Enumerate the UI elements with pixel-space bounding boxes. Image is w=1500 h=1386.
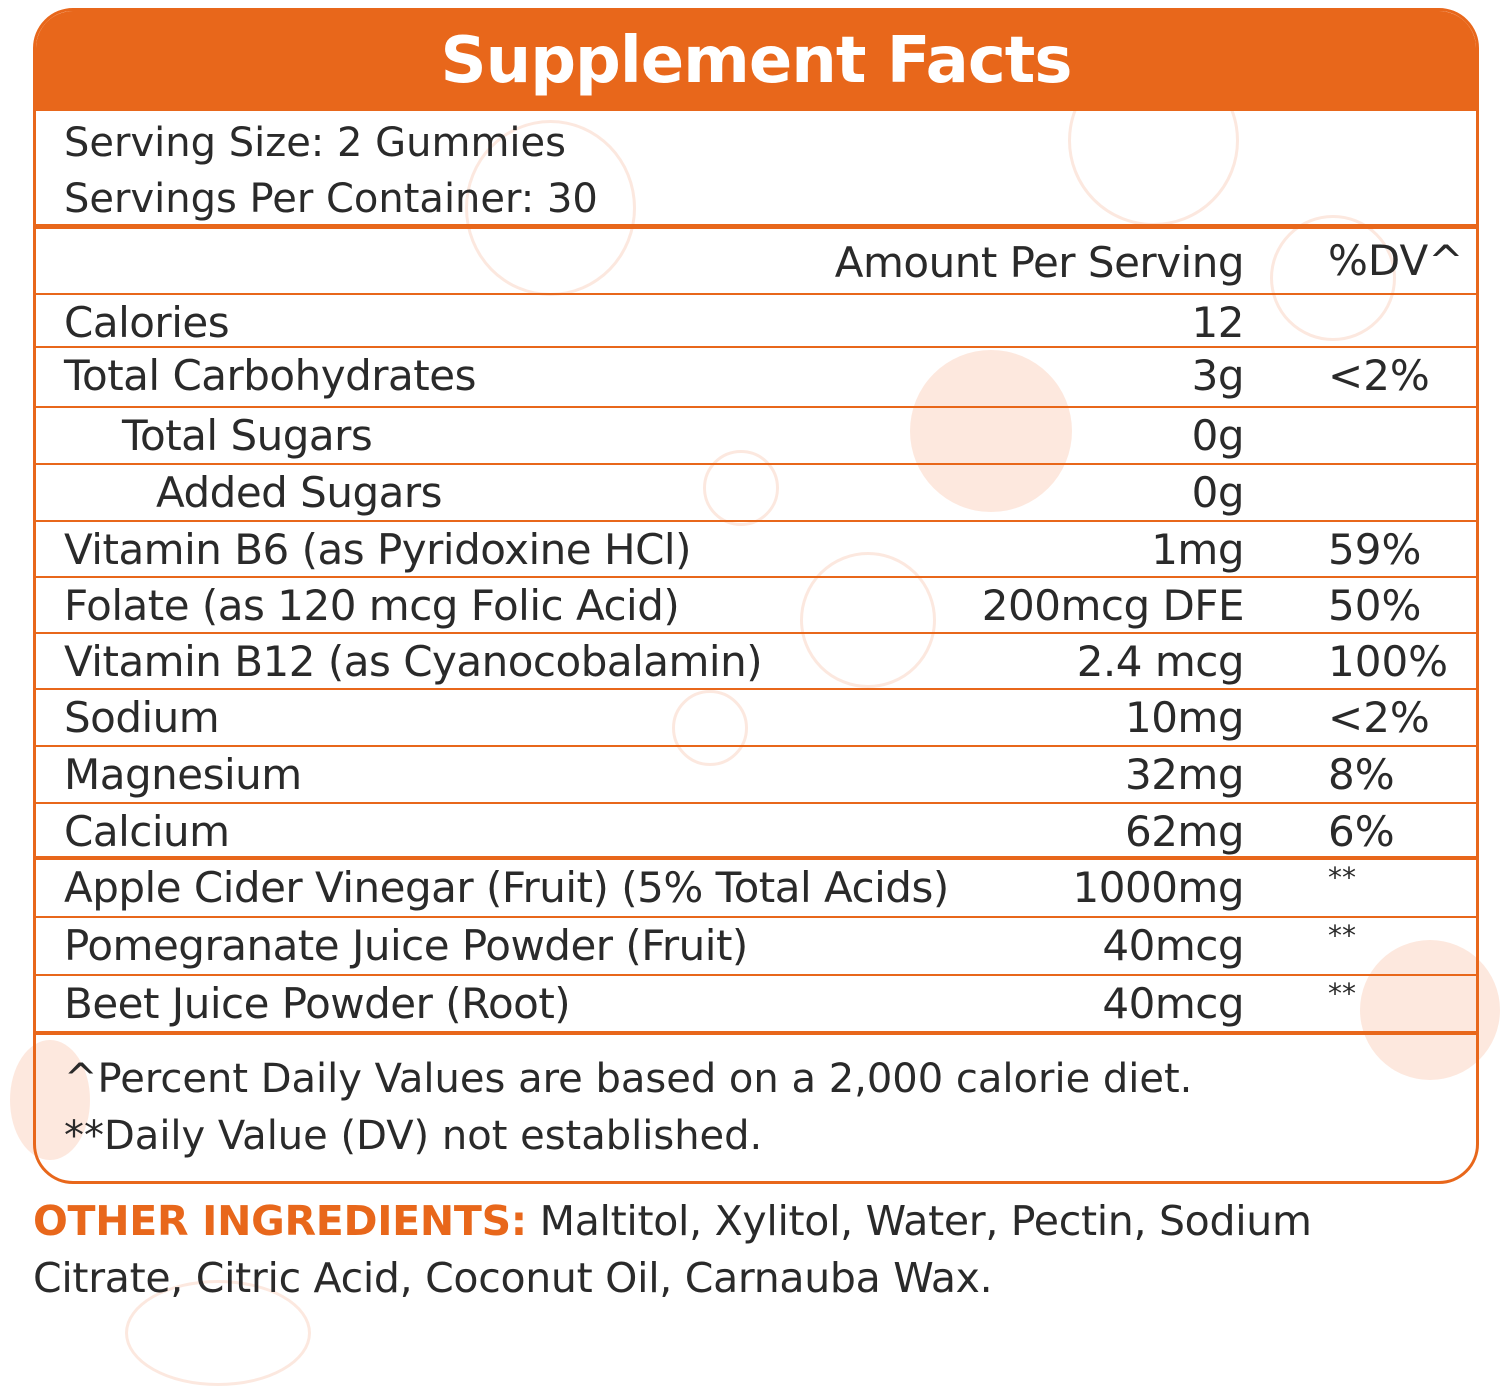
nutrient-name: Magnesium bbox=[64, 750, 302, 799]
nutrient-amount: 1000mg bbox=[1072, 863, 1245, 912]
decor-bubble bbox=[703, 450, 779, 526]
nutrient-dv: 50% bbox=[1328, 581, 1422, 630]
other-ingredients-text: Maltitol, Xylitol, Water, Pectin, Sodium… bbox=[33, 1197, 1312, 1302]
nutrient-dv: <2% bbox=[1328, 351, 1430, 400]
nutrient-row: Sodium 10mg <2% bbox=[36, 690, 1476, 747]
nutrient-amount: 0g bbox=[1191, 411, 1245, 460]
column-header-row: Amount Per Serving %DV^ bbox=[36, 229, 1476, 295]
nutrient-row: Magnesium 32mg 8% bbox=[36, 747, 1476, 804]
nutrient-name: Added Sugars bbox=[156, 468, 443, 517]
nutrient-name: Sodium bbox=[64, 693, 220, 742]
nutrient-amount: 0g bbox=[1191, 468, 1245, 517]
nutrient-row: Added Sugars 0g bbox=[36, 465, 1476, 522]
nutrient-row: Calcium 62mg 6% bbox=[36, 804, 1476, 860]
nutrient-name: Total Carbohydrates bbox=[64, 351, 476, 400]
decor-bubble bbox=[1270, 215, 1396, 341]
nutrient-amount: 200mcg DFE bbox=[981, 581, 1245, 630]
nutrient-row: Apple Cider Vinegar (Fruit) (5% Total Ac… bbox=[36, 860, 1476, 918]
nutrient-amount: 1mg bbox=[1151, 525, 1244, 574]
nutrient-name: Vitamin B12 (as Cyanocobalamin) bbox=[64, 637, 763, 686]
nutrient-amount: 2.4 mcg bbox=[1076, 637, 1245, 686]
footnote-not-established: **Daily Value (DV) not established. bbox=[64, 1113, 763, 1159]
nutrient-dv: 6% bbox=[1328, 807, 1395, 856]
serving-info: Serving Size: 2 Gummies Servings Per Con… bbox=[36, 111, 1476, 229]
nutrient-row: Vitamin B6 (as Pyridoxine HCl) 1mg 59% bbox=[36, 522, 1476, 578]
nutrient-dv: ** bbox=[1328, 977, 1356, 1010]
decor-bubble bbox=[910, 350, 1072, 512]
nutrient-row: Total Sugars 0g bbox=[36, 408, 1476, 465]
nutrient-name: Calories bbox=[64, 298, 230, 347]
decor-bubble bbox=[10, 1040, 90, 1160]
nutrient-name: Pomegranate Juice Powder (Fruit) bbox=[64, 921, 748, 970]
amount-column-header: Amount Per Serving bbox=[834, 238, 1245, 287]
serving-size: Serving Size: 2 Gummies bbox=[64, 120, 566, 166]
nutrient-name: Vitamin B6 (as Pyridoxine HCl) bbox=[64, 525, 691, 574]
nutrient-name: Total Sugars bbox=[122, 411, 373, 460]
nutrient-amount: 32mg bbox=[1124, 750, 1245, 799]
nutrient-dv: ** bbox=[1328, 919, 1356, 952]
dv-column-header: %DV^ bbox=[1328, 236, 1464, 285]
supplement-facts-panel: Supplement Facts Serving Size: 2 Gummies… bbox=[33, 8, 1479, 1184]
nutrient-amount: 12 bbox=[1191, 298, 1245, 347]
nutrient-row: Pomegranate Juice Powder (Fruit) 40mcg *… bbox=[36, 918, 1476, 976]
nutrient-amount: 62mg bbox=[1124, 807, 1245, 856]
nutrient-name: Calcium bbox=[64, 807, 230, 856]
nutrient-amount: 3g bbox=[1191, 351, 1245, 400]
nutrient-row: Total Carbohydrates 3g <2% bbox=[36, 348, 1476, 408]
decor-bubble bbox=[800, 552, 936, 688]
nutrient-dv: <2% bbox=[1328, 693, 1430, 742]
footnote-dv: ^Percent Daily Values are based on a 2,0… bbox=[64, 1056, 1193, 1102]
nutrient-amount: 40mcg bbox=[1102, 979, 1244, 1028]
other-ingredients-label: OTHER INGREDIENTS: bbox=[33, 1197, 527, 1245]
servings-per-container: Servings Per Container: 30 bbox=[64, 176, 598, 222]
nutrient-name: Apple Cider Vinegar (Fruit) (5% Total Ac… bbox=[64, 863, 949, 912]
nutrient-dv: ** bbox=[1328, 861, 1356, 894]
other-ingredients: OTHER INGREDIENTS: Maltitol, Xylitol, Wa… bbox=[33, 1193, 1473, 1307]
nutrient-name: Folate (as 120 mcg Folic Acid) bbox=[64, 581, 680, 630]
nutrient-row: Vitamin B12 (as Cyanocobalamin) 2.4 mcg … bbox=[36, 634, 1476, 690]
panel-title: Supplement Facts bbox=[36, 11, 1476, 111]
nutrient-row: Folate (as 120 mcg Folic Acid) 200mcg DF… bbox=[36, 578, 1476, 634]
nutrient-dv: 100% bbox=[1328, 637, 1449, 686]
nutrient-dv: 59% bbox=[1328, 525, 1422, 574]
nutrient-row: Calories 12 bbox=[36, 295, 1476, 348]
nutrient-dv: 8% bbox=[1328, 750, 1395, 799]
decor-bubble bbox=[672, 690, 748, 766]
footnotes: ^Percent Daily Values are based on a 2,0… bbox=[36, 1035, 1476, 1165]
nutrient-name: Beet Juice Powder (Root) bbox=[64, 979, 571, 1028]
nutrient-amount: 40mcg bbox=[1102, 921, 1244, 970]
nutrient-row: Beet Juice Powder (Root) 40mcg ** bbox=[36, 976, 1476, 1035]
nutrient-amount: 10mg bbox=[1124, 693, 1245, 742]
